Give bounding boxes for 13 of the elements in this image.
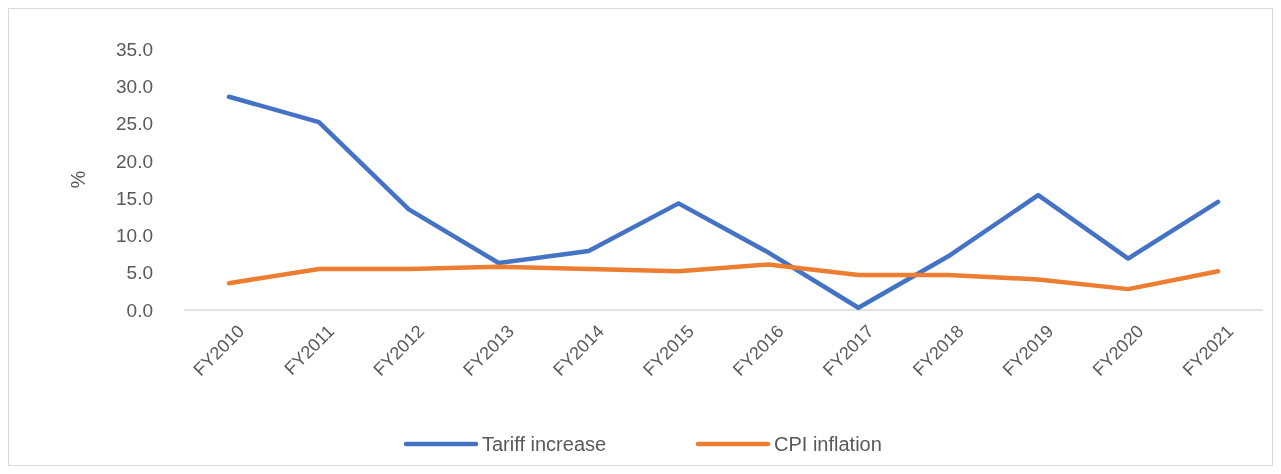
y-tick-label: 35.0 xyxy=(116,38,153,60)
y-tick-label: 0.0 xyxy=(126,299,153,321)
y-tick-label: 20.0 xyxy=(116,150,153,172)
y-tick-label: 25.0 xyxy=(116,113,153,135)
line-series xyxy=(226,94,1221,311)
y-axis-title: % xyxy=(67,170,89,189)
y-tick-label: 5.0 xyxy=(126,262,153,284)
line-series xyxy=(226,262,1221,292)
y-tick-label: 10.0 xyxy=(116,225,153,247)
legend-label: Tariff increase xyxy=(482,433,607,455)
legend-label: CPI inflation xyxy=(774,433,882,455)
y-tick-label: 30.0 xyxy=(116,75,153,97)
y-tick-label: 15.0 xyxy=(116,187,153,209)
